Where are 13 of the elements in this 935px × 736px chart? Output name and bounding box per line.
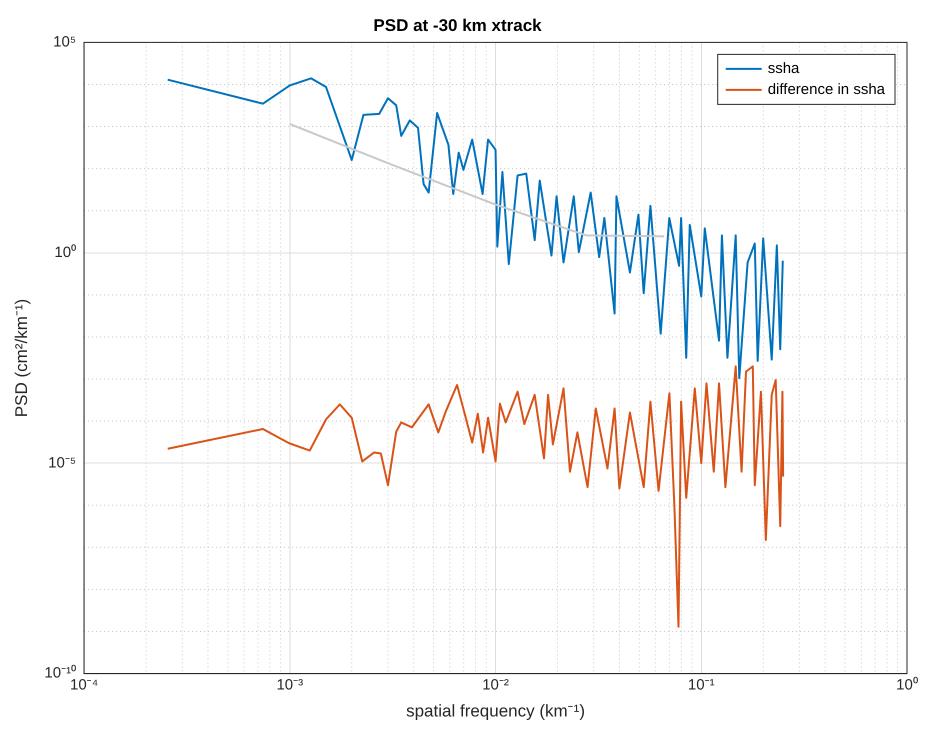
legend-label: difference in ssha xyxy=(768,81,886,98)
y-tick-label: 10⁵ xyxy=(53,34,76,51)
x-axis-title: spatial frequency (km⁻¹) xyxy=(406,701,585,720)
x-tick-label: 10⁻³ xyxy=(276,676,304,694)
x-tick-label: 10⁰ xyxy=(896,676,918,694)
x-tick-label: 10⁻⁴ xyxy=(70,676,98,694)
x-tick-label: 10⁻² xyxy=(482,676,509,694)
y-tick-label: 10⁻⁵ xyxy=(48,454,76,472)
chart-title: PSD at -30 km xtrack xyxy=(373,16,542,35)
y-axis-title: PSD (cm²/km⁻¹) xyxy=(12,298,31,418)
legend-label: ssha xyxy=(768,60,800,78)
x-tick-label: 10⁻¹ xyxy=(688,676,715,694)
y-tick-label: 10⁰ xyxy=(54,244,76,261)
